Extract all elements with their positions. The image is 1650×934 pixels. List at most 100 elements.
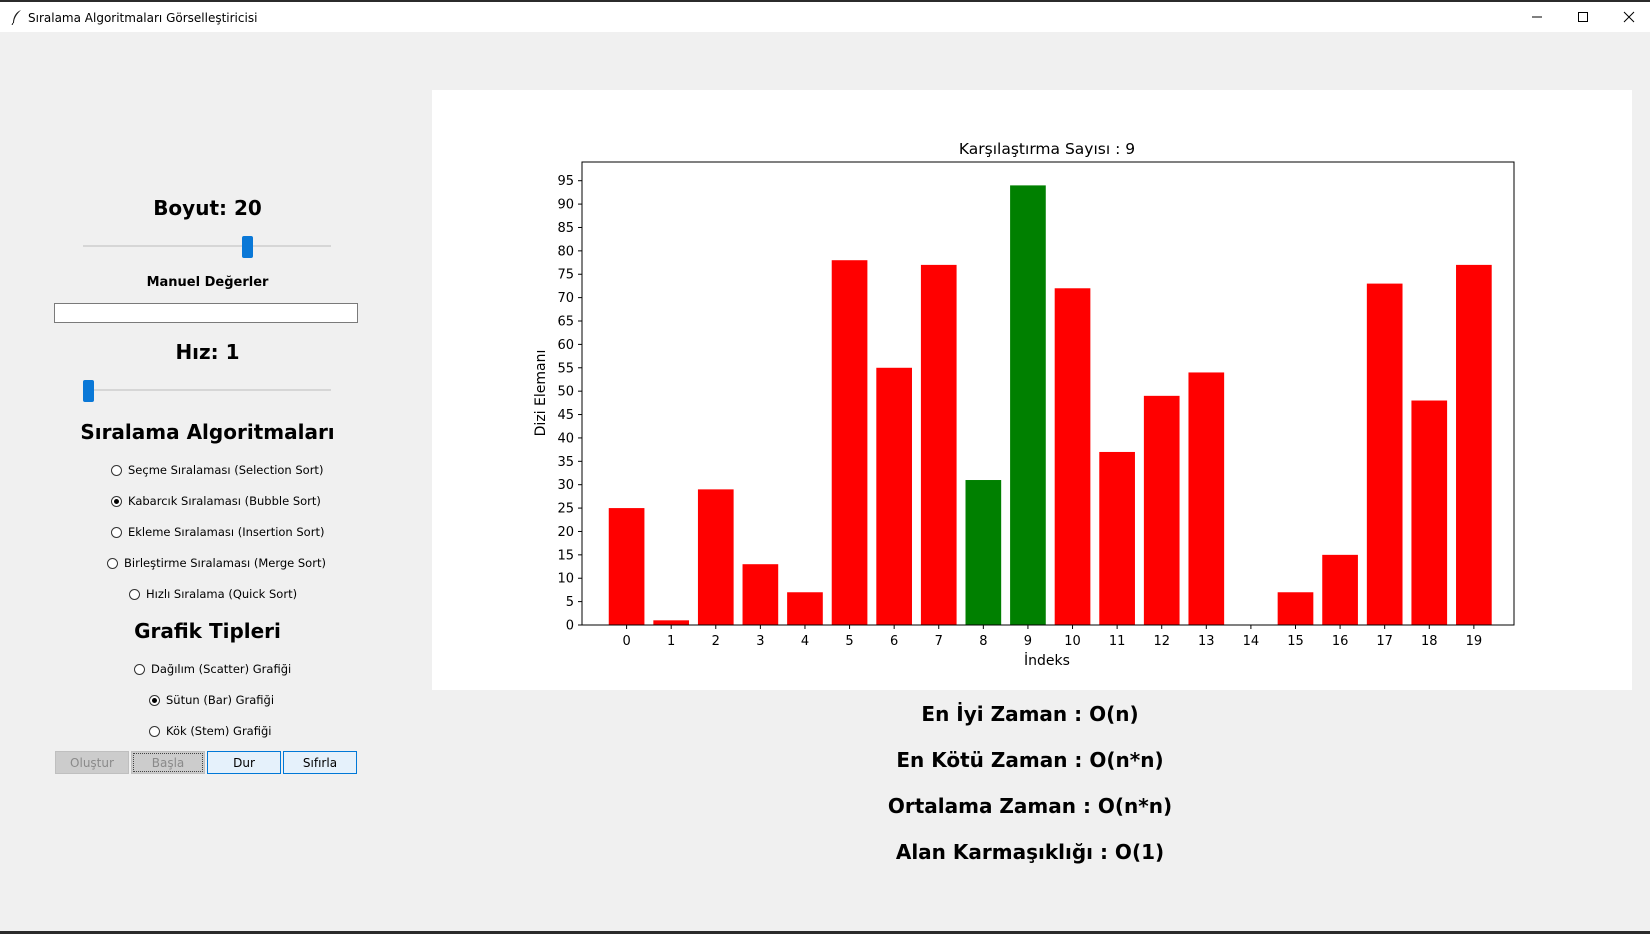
y-tick-label: 25	[557, 502, 574, 517]
x-tick-label: 19	[1466, 634, 1483, 649]
radio-circle[interactable]	[111, 526, 122, 538]
x-tick-label: 10	[1064, 634, 1081, 649]
bar-13	[1188, 372, 1225, 625]
x-tick-label: 7	[935, 634, 943, 649]
radio-scatter-graph[interactable]: Dağılım (Scatter) Grafiği	[134, 662, 291, 676]
manual-values-label: Manuel Değerler	[146, 275, 269, 290]
y-tick-label: 40	[557, 431, 574, 446]
radio-quick-sort[interactable]: Hızlı Sıralama (Quick Sort)	[129, 587, 297, 601]
y-axis-label: Dizi Elemanı	[533, 350, 549, 437]
x-tick-label: 13	[1198, 634, 1215, 649]
radio-circle[interactable]	[134, 663, 145, 675]
size-slider-track	[83, 245, 331, 247]
bar-0	[608, 508, 645, 625]
bar-8	[965, 480, 1002, 625]
radio-circle[interactable]	[107, 557, 118, 569]
radio-label: Kök (Stem) Grafiği	[166, 724, 272, 738]
x-tick-label: 17	[1376, 634, 1393, 649]
close-button[interactable]	[1606, 2, 1650, 32]
bar-17	[1366, 283, 1403, 625]
speed-slider-thumb[interactable]	[83, 380, 94, 402]
y-tick-label: 10	[557, 572, 574, 587]
x-tick-label: 4	[801, 634, 809, 649]
radio-label: Dağılım (Scatter) Grafiği	[151, 662, 292, 676]
x-tick-label: 11	[1109, 634, 1126, 649]
minimize-icon	[1532, 16, 1542, 18]
y-tick-label: 85	[557, 221, 574, 236]
radio-bar-graph[interactable]: Sütun (Bar) Grafiği	[149, 693, 274, 707]
y-tick-label: 35	[557, 455, 574, 470]
radio-label: Sütun (Bar) Grafiği	[166, 693, 275, 707]
bar-3	[742, 564, 779, 625]
bar-1	[653, 620, 690, 625]
x-tick-label: 15	[1287, 634, 1304, 649]
radio-label: Birleştirme Sıralaması (Merge Sort)	[124, 556, 326, 570]
best-time-label: En İyi Zaman : O(n)	[921, 702, 1139, 726]
x-tick-label: 6	[890, 634, 898, 649]
radio-stem-graph[interactable]: Kök (Stem) Grafiği	[149, 724, 271, 738]
radio-label: Hızlı Sıralama (Quick Sort)	[146, 587, 298, 601]
size-slider[interactable]	[83, 236, 331, 258]
bar-chart: Karşılaştırma Sayısı : 9 Dizi Elemanı İn…	[533, 140, 1515, 669]
y-tick-label: 80	[557, 244, 574, 259]
bar-12	[1143, 395, 1180, 625]
x-tick-label: 0	[622, 634, 630, 649]
bar-5	[831, 260, 868, 625]
x-tick-label: 5	[845, 634, 853, 649]
radio-circle-selected[interactable]	[149, 694, 160, 706]
bar-18	[1411, 400, 1448, 625]
maximize-button[interactable]	[1560, 2, 1606, 32]
radio-merge-sort[interactable]: Birleştirme Sıralaması (Merge Sort)	[107, 556, 326, 570]
size-slider-thumb[interactable]	[242, 236, 253, 258]
y-tick-label: 45	[557, 408, 574, 423]
y-tick-label: 5	[566, 595, 574, 610]
bar-19	[1456, 264, 1492, 625]
size-label: Boyut: 20	[153, 196, 262, 220]
x-tick-label: 16	[1332, 634, 1349, 649]
radio-circle-selected[interactable]	[111, 495, 122, 507]
radio-circle[interactable]	[111, 464, 122, 476]
feather-icon	[11, 10, 21, 25]
chart-panel: Karşılaştırma Sayısı : 9 Dizi Elemanı İn…	[432, 90, 1632, 690]
bar-7	[920, 264, 957, 625]
plot-frame	[581, 161, 1515, 626]
chart-title: Karşılaştırma Sayısı : 9	[959, 140, 1135, 158]
reset-button[interactable]: Sıfırla	[283, 751, 357, 774]
y-tick-label: 65	[557, 315, 574, 330]
x-tick-label: 9	[1024, 634, 1032, 649]
y-tick-label: 0	[566, 619, 574, 634]
y-tick-label: 90	[557, 198, 574, 213]
worst-time-label: En Kötü Zaman : O(n*n)	[896, 748, 1164, 772]
speed-slider-track	[83, 389, 331, 391]
radio-circle[interactable]	[149, 725, 160, 737]
bar-6	[876, 367, 912, 625]
chart-ticks: 0 1 2 3 4 5 6 7 8 9 10 11 12 13 14 15 16 17 18 190510152025…	[557, 174, 1482, 649]
x-axis-label: İndeks	[1024, 651, 1070, 669]
x-tick-label: 8	[979, 634, 987, 649]
close-icon	[1623, 11, 1635, 23]
x-tick-label: 1	[667, 634, 675, 649]
radio-insertion-sort[interactable]: Ekleme Sıralaması (Insertion Sort)	[111, 525, 324, 539]
y-tick-label: 95	[557, 174, 574, 189]
x-tick-label: 3	[756, 634, 764, 649]
bar-10	[1054, 288, 1091, 625]
graph-types-title: Grafik Tipleri	[134, 619, 281, 643]
radio-bubble-sort[interactable]: Kabarcık Sıralaması (Bubble Sort)	[111, 494, 321, 508]
y-tick-label: 75	[557, 268, 574, 283]
radio-circle[interactable]	[129, 588, 140, 600]
x-tick-label: 2	[712, 634, 720, 649]
bar-9	[1010, 185, 1046, 625]
create-button[interactable]: Oluştur	[55, 751, 129, 774]
stop-button[interactable]: Dur	[207, 751, 281, 774]
x-tick-label: 14	[1243, 634, 1260, 649]
y-tick-label: 60	[557, 338, 574, 353]
window-bottom-border	[0, 931, 1650, 934]
x-tick-label: 18	[1421, 634, 1438, 649]
manual-values-input[interactable]	[54, 303, 358, 323]
minimize-button[interactable]	[1514, 2, 1560, 32]
speed-slider[interactable]	[83, 380, 331, 402]
y-tick-label: 30	[557, 478, 574, 493]
bar-11	[1099, 451, 1135, 625]
radio-selection-sort[interactable]: Seçme Sıralaması (Selection Sort)	[111, 463, 323, 477]
start-button[interactable]: Başla	[131, 751, 205, 774]
